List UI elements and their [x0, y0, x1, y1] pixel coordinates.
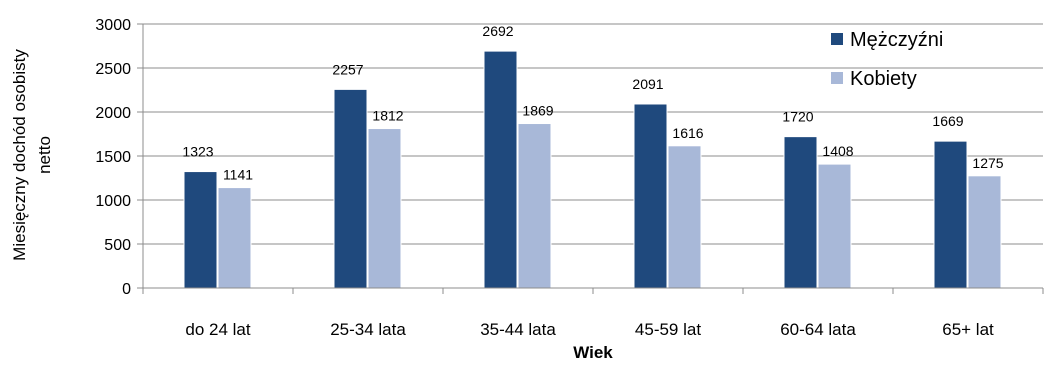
data-label-men: 2091 [632, 76, 663, 92]
data-label-women: 1141 [223, 167, 253, 183]
bar-men [633, 103, 668, 289]
y-tick-label: 0 [122, 281, 131, 298]
bars [183, 50, 1002, 289]
legend: Mężczyźni Kobiety [831, 29, 943, 90]
y-axis-title: Miesięczny dochód osobisty netto [10, 49, 54, 261]
legend-label-women: Kobiety [850, 68, 917, 90]
data-label-men: 2257 [332, 61, 363, 77]
bar-women [517, 123, 552, 289]
legend-swatch-men [831, 33, 843, 45]
data-label-men: 1323 [182, 144, 213, 160]
y-axis-ticks: 0 500 1000 1500 2000 2500 3000 [95, 17, 143, 298]
data-label-women: 1275 [972, 155, 1003, 171]
bar-women [217, 187, 252, 289]
y-tick-label: 2000 [95, 105, 131, 122]
bar-women [367, 128, 402, 289]
y-tick-label: 500 [104, 237, 131, 254]
data-label-men: 2692 [482, 23, 513, 39]
gridlines [143, 23, 1043, 245]
bar-women [967, 175, 1002, 289]
legend-label-men: Mężczyźni [850, 29, 943, 51]
x-category-label: 45-59 lat [635, 320, 701, 339]
y-axis-title-line-2: netto [35, 136, 54, 174]
data-label-men: 1720 [782, 109, 813, 125]
x-category-label: 60-64 lata [780, 320, 856, 339]
x-category-label: 35-44 lata [480, 320, 556, 339]
x-axis-title: Wiek [573, 343, 613, 362]
y-tick-label: 1000 [95, 193, 131, 210]
bar-men [933, 140, 968, 289]
bar-women [817, 163, 852, 289]
axes [142, 24, 1044, 294]
y-tick-label: 1500 [95, 149, 131, 166]
bar-men [333, 88, 368, 289]
x-axis-categories: do 24 lat 25-34 lata 35-44 lata 45-59 lat 60… [185, 320, 994, 339]
data-label-women: 1408 [822, 143, 853, 159]
bar-women [667, 145, 702, 289]
data-label-women: 1812 [372, 108, 403, 124]
x-category-label: 25-34 lata [330, 320, 406, 339]
data-label-men: 1669 [932, 113, 963, 129]
data-label-women: 1869 [522, 103, 553, 119]
bar-men [183, 171, 218, 289]
y-tick-label: 3000 [95, 17, 131, 34]
y-tick-label: 2500 [95, 61, 131, 78]
data-label-women: 1616 [672, 125, 703, 141]
bar-men [483, 50, 518, 289]
data-labels: 1323 1141 2257 1812 2692 1869 2091 1616 1720 1408… [182, 23, 1003, 182]
legend-item-men: Mężczyźni [831, 29, 943, 51]
x-category-label: 65+ lat [942, 320, 994, 339]
y-axis-title-line-1: Miesięczny dochód osobisty [10, 49, 29, 261]
legend-item-women: Kobiety [831, 68, 917, 90]
legend-swatch-women [831, 72, 843, 84]
x-category-label: do 24 lat [185, 320, 250, 339]
bar-men [783, 136, 818, 289]
